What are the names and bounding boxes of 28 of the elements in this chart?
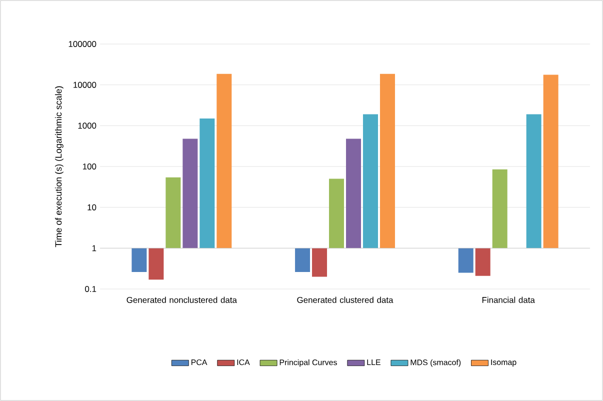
bar [132,248,147,272]
bar [380,74,395,248]
bar [312,248,328,277]
bar [346,138,362,248]
y-tick-label: 10 [88,204,96,210]
bar [475,248,490,276]
x-tick-label: Generated clustered data [297,296,394,303]
x-tick-label: Generated nonclustered data [126,296,237,303]
bar [543,74,558,248]
x-tick-label: Financial data [482,296,535,303]
bar [362,114,378,248]
bar [166,177,181,248]
bar [458,248,474,273]
bar [295,248,310,272]
y-tick-label: 10000 [74,82,96,88]
y-tick-label: 1 [92,245,96,252]
y-axis-title: Time of execution (s) (Logarithmic scale) [55,86,64,248]
bar [492,169,508,248]
bar [216,74,232,248]
bar [329,178,344,248]
bar [526,114,542,248]
bar [148,248,164,280]
y-tick-label: 100000 [68,41,96,47]
y-tick-label: 1000 [78,122,96,129]
bar [200,118,215,248]
y-tick-label: 0.1 [85,286,96,292]
bar [182,138,198,248]
y-tick-label: 100 [82,164,96,170]
